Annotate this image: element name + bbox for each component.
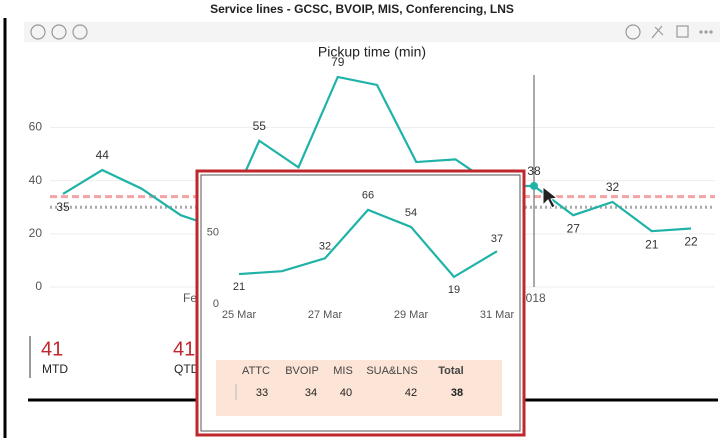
hover-point [530, 181, 538, 190]
more-3[interactable] [709, 30, 713, 34]
data-label: 27 [567, 221, 581, 235]
data-label: 54 [405, 207, 417, 219]
chart-title: Pickup time (min) [318, 44, 426, 60]
cursor [542, 185, 559, 209]
line [238, 208, 498, 279]
table-cell: 34 [305, 387, 317, 399]
focus-mode[interactable] [676, 25, 689, 38]
table-header: BVOIP [285, 365, 319, 377]
more-2[interactable] [704, 30, 708, 34]
x-tick-label: 27 Mar [308, 309, 343, 321]
drill-down[interactable] [51, 24, 67, 40]
data-label: 32 [319, 240, 331, 252]
y-tick-label: 50 [207, 227, 219, 239]
pin[interactable] [651, 25, 664, 39]
data-label: 19 [448, 284, 460, 296]
kpi-label: QTD [174, 362, 200, 376]
x-tick-label: 25 Mar [222, 309, 257, 321]
y-tick-label: 60 [29, 120, 43, 134]
table-header: SUA&LNS [366, 365, 417, 377]
drill-up[interactable] [30, 24, 46, 40]
table-header: ATTC [242, 365, 270, 377]
data-label: 21 [645, 237, 659, 251]
data-label: 32 [606, 180, 620, 194]
table-cell: 33 [256, 387, 268, 399]
tooltip-table-bg [216, 360, 502, 416]
table-cell: 40 [340, 387, 352, 399]
x-tick-label: 29 Mar [394, 309, 429, 321]
data-label: 55 [253, 119, 267, 133]
x-tick-label: 31 Mar [480, 309, 515, 321]
table-header: MIS [333, 365, 353, 377]
line [62, 75, 692, 233]
y-tick-label: 0 [213, 298, 219, 310]
data-label: 79 [331, 55, 345, 69]
table-cell: 42 [405, 387, 417, 399]
y-tick-label: 20 [29, 226, 43, 240]
table-header: Total [438, 365, 463, 377]
data-label: 35 [56, 200, 70, 214]
data-label: 22 [684, 235, 698, 249]
toolbar-icons [30, 24, 713, 40]
data-label: 38 [527, 164, 541, 178]
kpi-value: 41 [173, 338, 195, 360]
more-1[interactable] [699, 30, 703, 34]
y-tick-label: 0 [35, 279, 42, 293]
toolbar [24, 22, 720, 42]
data-label: 21 [233, 281, 245, 293]
table-cell: 38 [451, 387, 463, 399]
y-tick-label: 40 [29, 173, 43, 187]
kpi-value: 41 [41, 338, 63, 360]
drill-mode[interactable] [625, 24, 641, 40]
kpi-label: MTD [42, 362, 68, 376]
data-label: 37 [491, 233, 503, 245]
data-label: 44 [96, 148, 110, 162]
page-title: Service lines - GCSC, BVOIP, MIS, Confer… [210, 2, 514, 16]
expand[interactable] [72, 24, 88, 40]
data-label: 66 [362, 190, 374, 202]
